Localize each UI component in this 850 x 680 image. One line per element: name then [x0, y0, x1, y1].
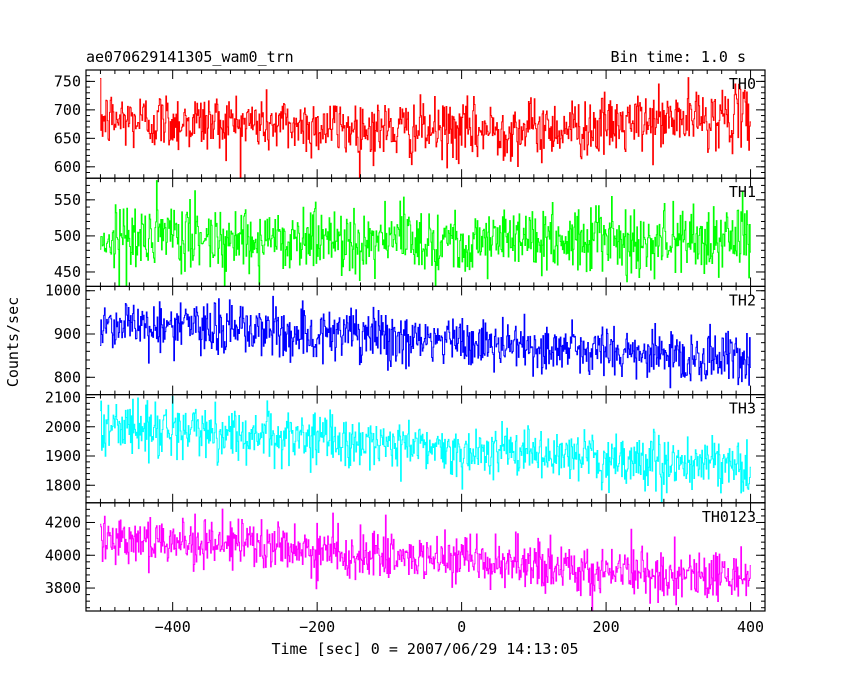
panel-frame — [85, 502, 766, 612]
y-tick-label: 550 — [54, 191, 81, 209]
panel-label-th0123: TH0123 — [702, 508, 756, 526]
y-tick-label: 4000 — [45, 546, 81, 564]
y-tick-label: 700 — [54, 101, 81, 119]
y-tick-label: 900 — [54, 325, 81, 343]
y-tick-label: 3800 — [45, 579, 81, 597]
series-th1 — [100, 180, 751, 287]
panel-label-th2: TH2 — [729, 291, 756, 309]
y-tick-label: 2100 — [45, 389, 81, 407]
chart-left-title: ae070629141305_wam0_trn — [86, 48, 294, 66]
y-axis-label: Counts/sec — [4, 297, 22, 387]
x-tick-label: 0 — [457, 618, 466, 636]
series-th2 — [100, 295, 751, 389]
panel-label-th0: TH0 — [729, 75, 756, 93]
y-tick-label: 1800 — [45, 476, 81, 494]
y-tick-label: 1000 — [45, 282, 81, 300]
y-tick-label: 450 — [54, 263, 81, 281]
y-tick-label: 2000 — [45, 418, 81, 436]
x-tick-label: 200 — [593, 618, 620, 636]
x-axis-label: Time [sec] 0 = 2007/06/29 14:13:05 — [271, 640, 578, 658]
y-tick-label: 750 — [54, 72, 81, 90]
y-tick-label: 600 — [54, 158, 81, 176]
panels-group: 600 650 700 750 TH0 450 500 550 TH1 800 900 1000 TH2… — [45, 69, 766, 636]
y-tick-label: 4200 — [45, 513, 81, 531]
y-tick-label: 500 — [54, 227, 81, 245]
x-tick-label: −200 — [299, 618, 335, 636]
x-tick-label: 400 — [737, 618, 764, 636]
y-tick-label: 650 — [54, 129, 81, 147]
panel-label-th1: TH1 — [729, 183, 756, 201]
series-th3 — [100, 395, 751, 503]
y-tick-label: 800 — [54, 368, 81, 386]
panel-label-th3: TH3 — [729, 400, 756, 418]
series-th0 — [100, 77, 751, 179]
series-th0123 — [100, 508, 751, 611]
chart-right-title: Bin time: 1.0 s — [611, 48, 746, 66]
y-tick-label: 1900 — [45, 447, 81, 465]
x-tick-label: −400 — [155, 618, 191, 636]
